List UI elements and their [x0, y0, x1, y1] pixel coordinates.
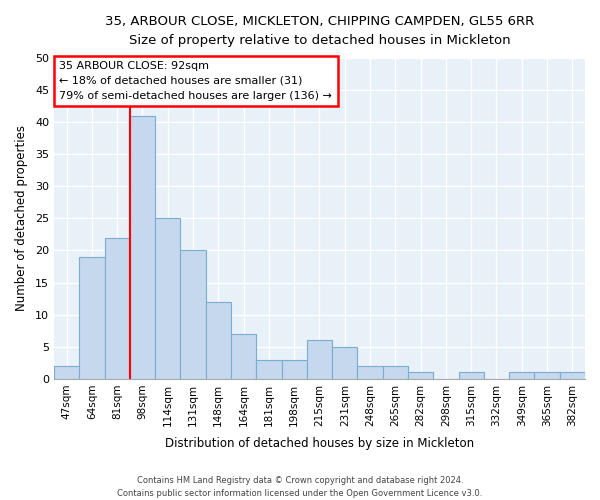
X-axis label: Distribution of detached houses by size in Mickleton: Distribution of detached houses by size … [165, 437, 474, 450]
Bar [358, 366, 383, 379]
Bar [181, 250, 206, 379]
Bar [535, 372, 560, 379]
Bar [307, 340, 332, 379]
Bar [130, 116, 155, 379]
Bar [458, 372, 484, 379]
Bar [509, 372, 535, 379]
Y-axis label: Number of detached properties: Number of detached properties [15, 126, 28, 312]
Bar [206, 302, 231, 379]
Bar [104, 238, 130, 379]
Bar [79, 257, 104, 379]
Bar [231, 334, 256, 379]
Bar [383, 366, 408, 379]
Bar [281, 360, 307, 379]
Bar [560, 372, 585, 379]
Bar [54, 366, 79, 379]
Bar [408, 372, 433, 379]
Text: 35 ARBOUR CLOSE: 92sqm
← 18% of detached houses are smaller (31)
79% of semi-det: 35 ARBOUR CLOSE: 92sqm ← 18% of detached… [59, 61, 332, 100]
Title: 35, ARBOUR CLOSE, MICKLETON, CHIPPING CAMPDEN, GL55 6RR
Size of property relativ: 35, ARBOUR CLOSE, MICKLETON, CHIPPING CA… [105, 15, 534, 47]
Bar [256, 360, 281, 379]
Bar [332, 347, 358, 379]
Text: Contains HM Land Registry data © Crown copyright and database right 2024.
Contai: Contains HM Land Registry data © Crown c… [118, 476, 482, 498]
Bar [155, 218, 181, 379]
